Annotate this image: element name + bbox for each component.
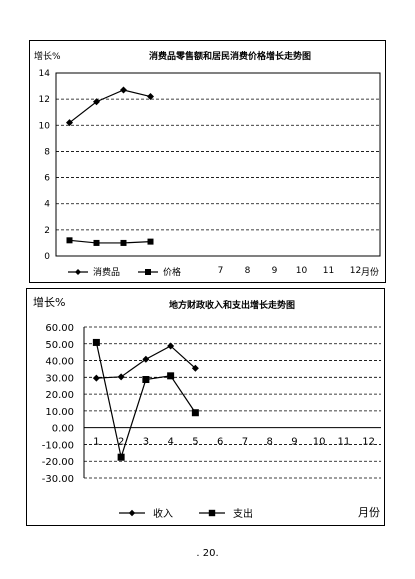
plot-area — [55, 72, 381, 257]
x-tick-label: 2 — [118, 437, 124, 448]
y-tick-label: 50.00 — [45, 340, 74, 351]
legend-label: 支出 — [233, 507, 253, 520]
data-point — [93, 239, 100, 246]
x-tick-label: 4 — [167, 437, 173, 448]
data-point — [117, 453, 125, 461]
x-tick-label: 5 — [192, 437, 198, 448]
data-point — [191, 409, 199, 417]
chart-fiscal: 60.00 50.00 40.00 30.00 20.00 10.00 0.00 -10.00… — [33, 295, 381, 520]
x-tick-label: 7 — [242, 437, 248, 448]
y-tick-label: 10 — [39, 121, 51, 131]
y-tick-label: 0.00 — [52, 424, 74, 435]
data-point — [93, 98, 100, 106]
x-tick-label: 10 — [313, 437, 326, 448]
x-tick-label: 9 — [272, 266, 278, 276]
data-point — [92, 338, 100, 346]
x-axis-label: 月份 — [358, 506, 380, 519]
x-tick-label: 6 — [217, 437, 223, 448]
x-tick-label: 9 — [291, 437, 297, 448]
data-point — [120, 86, 127, 94]
x-tick-label: 8 — [266, 437, 272, 448]
y-axis-label: 增长% — [34, 50, 61, 62]
legend-label: 消费品 — [93, 266, 120, 278]
data-point — [147, 93, 154, 101]
legend-marker — [128, 509, 136, 517]
y-tick-label: 14 — [39, 69, 51, 79]
data-point — [120, 239, 127, 246]
x-axis-label: 月份 — [361, 266, 379, 278]
x-tick-label: 10 — [296, 266, 308, 276]
x-tick-label: 11 — [338, 437, 351, 448]
y-tick-label: 12 — [39, 95, 50, 105]
x-tick-label: 8 — [245, 266, 251, 276]
data-point — [66, 119, 73, 127]
x-tick-label: 12 — [350, 266, 361, 276]
legend-marker — [208, 509, 216, 517]
data-point — [147, 238, 154, 245]
y-tick-label: 8 — [44, 147, 50, 157]
y-tick-label: 2 — [44, 226, 50, 236]
y-tick-label: 20.00 — [45, 390, 74, 401]
data-point — [66, 237, 73, 244]
x-tick-label: 12 — [362, 437, 375, 448]
data-point — [167, 342, 175, 350]
chart-panel-retail-price: 0 2 4 6 8 10 12 14 增长% 消费品零售额和居民消费价格增长走势图 7 8 9 10 11 1… — [29, 40, 386, 283]
data-point — [191, 364, 199, 372]
y-tick-label: 6 — [44, 174, 50, 184]
chart-title: 消费品零售额和居民消费价格增长走势图 — [149, 50, 311, 62]
legend-label: 价格 — [163, 266, 181, 278]
y-tick-label: -20.00 — [42, 457, 74, 468]
y-tick-label: 40.00 — [45, 357, 74, 368]
y-tick-label: -30.00 — [42, 474, 74, 485]
series-line-1 — [69, 89, 151, 124]
y-axis-label: 增长% — [33, 295, 65, 309]
legend-label: 收入 — [153, 507, 173, 520]
x-tick-label: 7 — [218, 266, 224, 276]
data-point — [167, 372, 175, 380]
y-tick-label: 30.00 — [45, 373, 74, 384]
x-tick-label: 3 — [143, 437, 149, 448]
data-point — [142, 355, 150, 363]
legend-marker — [145, 269, 151, 275]
y-tick-label: 10.00 — [45, 407, 74, 418]
y-tick-label: 0 — [44, 252, 50, 262]
x-tick-label: 1 — [93, 437, 99, 448]
chart-retail-price: 0 2 4 6 8 10 12 14 增长% 消费品零售额和居民消费价格增长走势图 7 8 9 10 11 1… — [34, 50, 381, 278]
chart-title: 地方财政收入和支出增长走势图 — [169, 299, 295, 311]
chart-panel-fiscal: 60.00 50.00 40.00 30.00 20.00 10.00 0.00 -10.00… — [26, 288, 385, 526]
data-point — [92, 374, 100, 382]
y-tick-label: -10.00 — [42, 440, 74, 451]
data-point — [142, 376, 150, 384]
y-tick-label: 60.00 — [45, 323, 74, 334]
page-number: . 20. — [196, 548, 219, 559]
data-point — [117, 373, 125, 381]
x-tick-label: 11 — [323, 266, 334, 276]
y-tick-label: 4 — [44, 200, 50, 210]
legend-marker — [75, 269, 81, 275]
series-line-2 — [69, 239, 151, 244]
